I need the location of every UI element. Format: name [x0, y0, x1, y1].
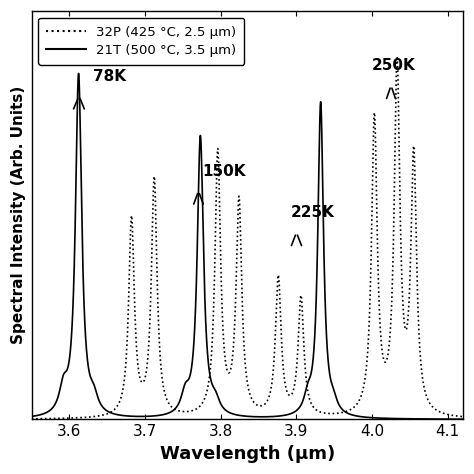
Y-axis label: Spectral Intensity (Arb. Units): Spectral Intensity (Arb. Units): [11, 86, 26, 345]
Legend: 32P (425 °C, 2.5 μm), 21T (500 °C, 3.5 μm): 32P (425 °C, 2.5 μm), 21T (500 °C, 3.5 μ…: [38, 18, 245, 65]
Text: 225K: 225K: [291, 206, 334, 220]
Text: 78K: 78K: [93, 69, 126, 84]
X-axis label: Wavelength (μm): Wavelength (μm): [160, 445, 335, 463]
Text: 150K: 150K: [202, 164, 246, 179]
Text: 250K: 250K: [372, 58, 416, 73]
